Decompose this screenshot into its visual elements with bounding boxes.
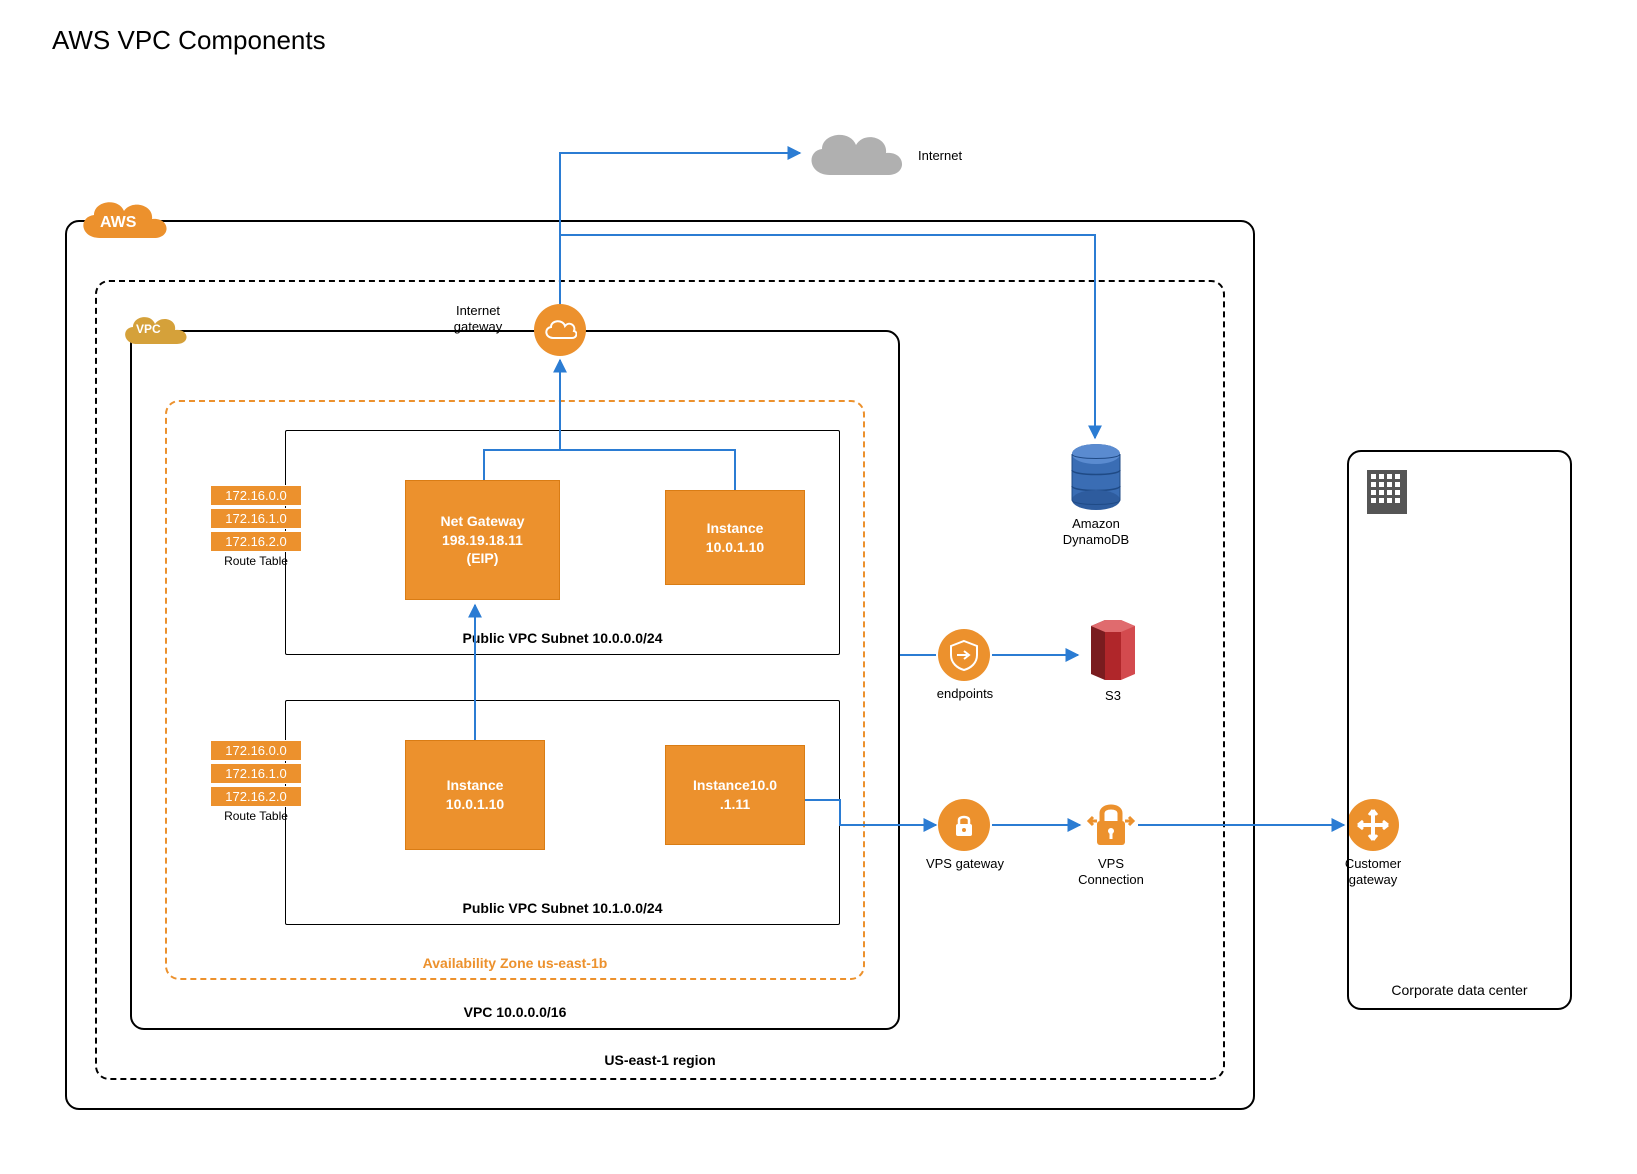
rt2-caption: Route Table [210, 809, 302, 823]
endpoints-icon [938, 629, 990, 681]
rt1-item-1: 172.16.1.0 [210, 508, 302, 529]
dynamodb-icon [1068, 442, 1124, 512]
net-gateway-line2: 198.19.18.11 [442, 531, 523, 550]
route-table-1: 172.16.0.0 172.16.1.0 172.16.2.0 Route T… [210, 485, 302, 568]
datacenter-container [1347, 450, 1572, 1010]
route-table-2: 172.16.0.0 172.16.1.0 172.16.2.0 Route T… [210, 740, 302, 823]
az-label: Availability Zone us-east-1b [165, 955, 865, 971]
rt2-item-1: 172.16.1.0 [210, 763, 302, 784]
rt2-item-0: 172.16.0.0 [210, 740, 302, 761]
subnet2-label: Public VPC Subnet 10.1.0.0/24 [285, 900, 840, 916]
instance-b-box: Instance 10.0.1.10 [405, 740, 545, 850]
rt2-item-2: 172.16.2.0 [210, 786, 302, 807]
s3-label: S3 [1098, 688, 1128, 703]
instance-a-box: Instance 10.0.1.10 [665, 490, 805, 585]
vpc-badge-text: VPC [136, 322, 161, 336]
vps-gateway-label: VPS gateway [920, 856, 1010, 871]
page-title: AWS VPC Components [52, 25, 326, 56]
rt1-caption: Route Table [210, 554, 302, 568]
instance-b-line2: 10.0.1.10 [446, 795, 504, 814]
net-gateway-line3: (EIP) [467, 549, 499, 568]
vps-gateway-icon [938, 799, 990, 851]
vps-connection-label: VPSConnection [1068, 856, 1154, 889]
internet-gateway-icon [534, 304, 586, 356]
vpc-label: VPC 10.0.0.0/16 [130, 1004, 900, 1020]
rt1-item-2: 172.16.2.0 [210, 531, 302, 552]
net-gateway-line1: Net Gateway [440, 512, 524, 531]
dynamodb-label: AmazonDynamoDB [1050, 516, 1142, 549]
net-gateway-box: Net Gateway 198.19.18.11 (EIP) [405, 480, 560, 600]
region-label: US-east-1 region [95, 1052, 1225, 1068]
internet-cloud-icon [800, 125, 910, 187]
vps-connection-icon [1083, 797, 1139, 853]
s3-icon [1083, 616, 1143, 684]
subnet1-label: Public VPC Subnet 10.0.0.0/24 [285, 630, 840, 646]
instance-c-line1: Instance10.0 [693, 776, 777, 795]
instance-c-box: Instance10.0 .1.11 [665, 745, 805, 845]
server-icon [1367, 470, 1407, 514]
instance-b-line1: Instance [447, 776, 504, 795]
internet-gateway-label: Internetgateway [428, 303, 528, 334]
instance-c-line2: .1.11 [720, 795, 750, 814]
datacenter-label: Corporate data center [1347, 982, 1572, 998]
aws-badge-text: AWS [100, 214, 136, 232]
instance-a-line2: 10.0.1.10 [706, 538, 764, 557]
endpoints-label: endpoints [930, 686, 1000, 701]
rt1-item-0: 172.16.0.0 [210, 485, 302, 506]
instance-a-line1: Instance [707, 519, 764, 538]
internet-label: Internet [918, 148, 962, 163]
